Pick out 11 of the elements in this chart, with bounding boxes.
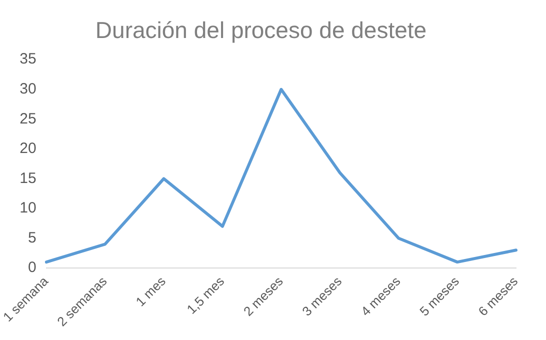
y-tick-label: 5 bbox=[28, 229, 36, 246]
x-tick-label: 1,5 mes bbox=[184, 273, 228, 317]
y-tick-label: 20 bbox=[20, 140, 36, 158]
chart-title: Duración del proceso de destete bbox=[95, 17, 427, 44]
x-tick-label: 1 mes bbox=[132, 273, 169, 310]
y-tick-label: 35 bbox=[20, 50, 36, 68]
y-tick-label: 30 bbox=[20, 80, 36, 98]
y-tick-label: 0 bbox=[28, 259, 36, 276]
y-tick-label: 25 bbox=[20, 110, 36, 128]
y-tick-label: 15 bbox=[20, 170, 36, 187]
y-tick-label: 10 bbox=[20, 200, 36, 217]
